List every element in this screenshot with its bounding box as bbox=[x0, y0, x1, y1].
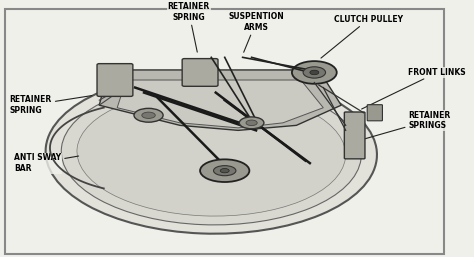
Text: RETAINER
SPRING: RETAINER SPRING bbox=[9, 96, 92, 115]
Ellipse shape bbox=[61, 81, 361, 225]
Ellipse shape bbox=[213, 166, 236, 176]
Polygon shape bbox=[99, 70, 341, 130]
Ellipse shape bbox=[303, 67, 326, 78]
Ellipse shape bbox=[246, 120, 257, 126]
Ellipse shape bbox=[292, 61, 337, 84]
FancyBboxPatch shape bbox=[344, 112, 365, 159]
Ellipse shape bbox=[77, 90, 346, 216]
FancyBboxPatch shape bbox=[97, 64, 133, 96]
Ellipse shape bbox=[134, 108, 163, 122]
Text: FRONT LINKS: FRONT LINKS bbox=[362, 68, 466, 109]
Ellipse shape bbox=[310, 70, 319, 75]
Text: RETAINER
SPRING: RETAINER SPRING bbox=[168, 2, 210, 52]
FancyBboxPatch shape bbox=[367, 105, 383, 121]
Text: RETAINER
SPRINGS: RETAINER SPRINGS bbox=[362, 111, 451, 140]
Ellipse shape bbox=[200, 159, 249, 182]
Text: CLUTCH PULLEY: CLUTCH PULLEY bbox=[321, 15, 402, 58]
Ellipse shape bbox=[220, 169, 229, 173]
Text: SUSPENTION
ARMS: SUSPENTION ARMS bbox=[228, 12, 284, 52]
Ellipse shape bbox=[239, 117, 264, 129]
Ellipse shape bbox=[46, 72, 377, 234]
FancyBboxPatch shape bbox=[182, 59, 218, 86]
Text: ANTI SWAY
BAR: ANTI SWAY BAR bbox=[14, 153, 79, 173]
Polygon shape bbox=[117, 80, 323, 128]
Ellipse shape bbox=[142, 112, 155, 118]
FancyBboxPatch shape bbox=[5, 10, 444, 254]
